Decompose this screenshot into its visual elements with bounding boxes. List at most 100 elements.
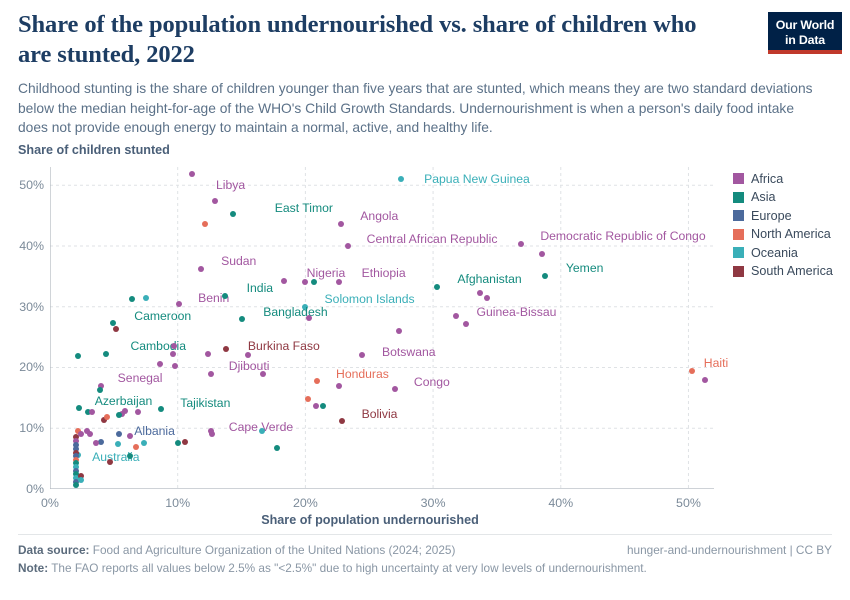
data-point[interactable]: [114, 441, 121, 448]
data-point[interactable]: [260, 370, 267, 377]
data-point-senegal[interactable]: [98, 382, 105, 389]
data-point[interactable]: [72, 471, 79, 478]
data-point[interactable]: [75, 352, 82, 359]
data-point-honduras[interactable]: [313, 378, 320, 385]
data-point-nigeria[interactable]: [280, 278, 287, 285]
legend-item-oceania[interactable]: Oceania: [733, 244, 833, 261]
data-point[interactable]: [89, 409, 96, 416]
data-point[interactable]: [96, 386, 103, 393]
data-point[interactable]: [174, 439, 181, 446]
data-point[interactable]: [72, 467, 79, 474]
legend-item-asia[interactable]: Asia: [733, 189, 833, 206]
data-point-haiti[interactable]: [689, 368, 696, 375]
data-point-cameroon[interactable]: [109, 319, 116, 326]
data-point-guinea-bissau[interactable]: [453, 312, 460, 319]
data-point-cambodia[interactable]: [103, 351, 110, 358]
data-point-botswana[interactable]: [358, 352, 365, 359]
data-point[interactable]: [201, 221, 208, 228]
data-point[interactable]: [172, 363, 179, 370]
scatter-plot-area[interactable]: 0% 10% 20% 30% 40% 50% 0% 10% 20% 30% 40% 50% Libya E…: [19, 167, 728, 510]
data-point-cape-verde[interactable]: [207, 428, 214, 435]
data-point[interactable]: [483, 294, 490, 301]
data-point[interactable]: [182, 438, 189, 445]
data-point-djibouti[interactable]: [207, 370, 214, 377]
data-point[interactable]: [98, 438, 105, 445]
data-point[interactable]: [477, 289, 484, 296]
data-point[interactable]: [72, 433, 79, 440]
data-point-bolivia[interactable]: [339, 417, 346, 424]
legend-item-europe[interactable]: Europe: [733, 207, 833, 224]
data-point[interactable]: [85, 408, 92, 415]
data-point[interactable]: [86, 430, 93, 437]
data-point[interactable]: [72, 464, 79, 471]
data-point[interactable]: [304, 396, 311, 403]
data-point-albania[interactable]: [115, 430, 122, 437]
footer-attribution[interactable]: hunger-and-undernourishment | CC BY: [626, 543, 832, 557]
data-point[interactable]: [170, 343, 177, 350]
our-world-in-data-logo[interactable]: Our World in Data: [768, 12, 842, 54]
data-point[interactable]: [135, 408, 142, 415]
data-point[interactable]: [538, 251, 545, 258]
data-point[interactable]: [274, 445, 281, 452]
legend-item-africa[interactable]: Africa: [733, 170, 833, 187]
data-point[interactable]: [72, 442, 79, 449]
data-point-burkina-faso[interactable]: [223, 345, 230, 352]
data-point[interactable]: [169, 351, 176, 358]
data-point[interactable]: [75, 427, 82, 434]
data-point-solomon-islands[interactable]: [302, 303, 309, 310]
data-point-congo[interactable]: [391, 385, 398, 392]
data-point[interactable]: [141, 440, 148, 447]
data-point[interactable]: [113, 325, 120, 332]
data-point-azerbaijan[interactable]: [76, 405, 83, 412]
data-point-sudan[interactable]: [197, 266, 204, 273]
data-point[interactable]: [335, 382, 342, 389]
data-point[interactable]: [72, 481, 79, 488]
data-point-tajikistan[interactable]: [158, 405, 165, 412]
data-point-india[interactable]: [221, 293, 228, 300]
data-point[interactable]: [209, 431, 216, 438]
data-point[interactable]: [702, 376, 709, 383]
data-point-angola[interactable]: [338, 221, 345, 228]
data-point[interactable]: [463, 320, 470, 327]
data-point[interactable]: [244, 352, 251, 359]
data-point[interactable]: [156, 361, 163, 368]
data-point-afghanistan[interactable]: [433, 284, 440, 291]
data-point[interactable]: [312, 403, 319, 410]
data-point-central-african-republic[interactable]: [344, 242, 351, 249]
data-point[interactable]: [72, 445, 79, 452]
data-point[interactable]: [132, 444, 139, 451]
data-point[interactable]: [302, 279, 309, 286]
data-point-libya[interactable]: [188, 171, 195, 178]
data-point[interactable]: [205, 350, 212, 357]
data-point[interactable]: [107, 459, 113, 466]
data-point[interactable]: [72, 449, 79, 456]
data-point[interactable]: [72, 438, 79, 444]
data-point[interactable]: [72, 453, 79, 460]
data-point-democratic-republic-of-congo[interactable]: [518, 241, 525, 248]
data-point[interactable]: [395, 328, 402, 335]
data-point[interactable]: [115, 412, 122, 419]
data-point[interactable]: [72, 460, 79, 467]
data-point[interactable]: [77, 472, 84, 479]
data-point[interactable]: [211, 198, 218, 205]
data-point-papua-new-guinea[interactable]: [398, 175, 405, 182]
data-point[interactable]: [127, 453, 134, 460]
legend-item-north-america[interactable]: North America: [733, 226, 833, 243]
data-point[interactable]: [311, 279, 318, 286]
data-point-yemen[interactable]: [542, 272, 549, 279]
data-point[interactable]: [92, 440, 99, 447]
data-point-ethiopia[interactable]: [335, 278, 342, 285]
data-point[interactable]: [100, 416, 107, 423]
data-point[interactable]: [77, 431, 84, 438]
data-point[interactable]: [72, 456, 79, 463]
data-point-bangladesh[interactable]: [238, 315, 245, 322]
data-point[interactable]: [77, 477, 84, 484]
data-point[interactable]: [72, 478, 79, 485]
data-point[interactable]: [72, 475, 79, 482]
data-point[interactable]: [258, 427, 265, 434]
data-point[interactable]: [320, 402, 327, 409]
data-point-benin[interactable]: [175, 301, 182, 308]
data-point[interactable]: [122, 408, 129, 415]
data-point[interactable]: [142, 294, 149, 301]
data-point[interactable]: [127, 432, 134, 439]
